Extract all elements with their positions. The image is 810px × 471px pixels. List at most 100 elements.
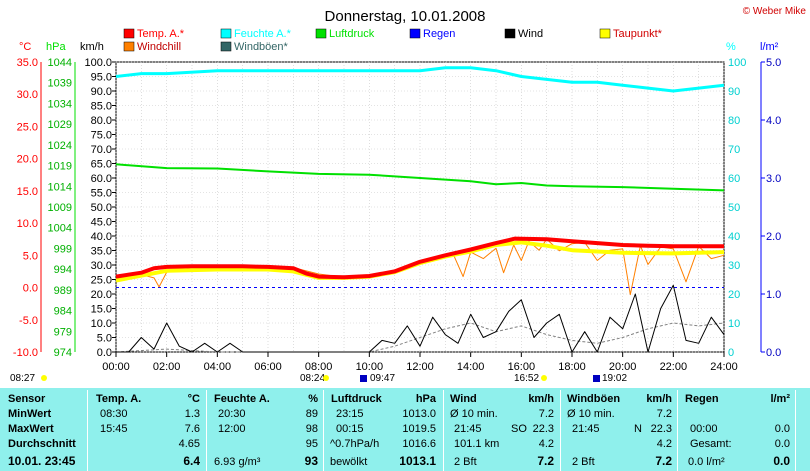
wind-tick-label: 60.0 — [91, 173, 112, 185]
wind-tick-label: 90.0 — [91, 86, 112, 98]
row-avg-label: Durchschnitt — [8, 438, 76, 450]
row-max-temp-time: 15:45 — [100, 423, 128, 435]
time-marker-label: 16:52 — [514, 373, 539, 384]
legend-swatch-rain — [409, 28, 421, 39]
row-max-gust: 22.3 — [650, 423, 672, 435]
wind-tick-label: 5.0 — [97, 333, 112, 345]
wind-tick-label: 95.0 — [91, 72, 112, 84]
moonset-icon — [593, 375, 600, 382]
temp-tick-label: 0.0 — [23, 283, 38, 295]
hdr-wind-unit: km/h — [528, 393, 554, 405]
wind-tick-label: 100.0 — [84, 57, 112, 69]
unit-temp: °C — [19, 41, 31, 53]
row-avg-rain-label: Gesamt: — [690, 438, 732, 450]
legend-swatch-temp — [123, 28, 135, 39]
legend-swatch-wind — [504, 28, 516, 39]
legend-label-windchill: Windchill — [137, 41, 181, 53]
rain-tick-label: 3.0 — [766, 173, 781, 185]
row-max-wind: 22.3 — [532, 423, 554, 435]
row-min-label: MinWert — [8, 408, 52, 420]
legend-swatch-humidity — [220, 28, 232, 39]
row-current-wind: 7.2 — [537, 454, 554, 468]
temp-tick-label: 30.0 — [17, 89, 38, 101]
wind-tick-label: 55.0 — [91, 188, 112, 200]
wind-tick-label: 45.0 — [91, 217, 112, 229]
legend-label-temp: Temp. A.* — [137, 28, 185, 40]
pressure-tick-label: 989 — [54, 285, 72, 297]
right-edge-strip — [800, 28, 810, 388]
temp-tick-label: -5.0 — [19, 315, 38, 327]
unit-pressure: hPa — [46, 41, 66, 53]
x-tick-label: 22:00 — [660, 361, 688, 373]
pressure-tick-label: 979 — [54, 326, 72, 338]
temp-tick-label: 20.0 — [17, 154, 38, 166]
row-avg-press: 1016.6 — [402, 438, 436, 450]
x-tick-label: 08:00 — [305, 361, 333, 373]
row-avg-press-trend: ^0.7hPa/h — [330, 438, 380, 450]
row-max-press: 1019.5 — [402, 423, 436, 435]
rain-tick-label: 2.0 — [766, 231, 781, 243]
row-max-wind-dir: SO — [511, 423, 527, 435]
row-min-wind-note: Ø 10 min. — [450, 408, 498, 420]
rain-tick-label: 5.0 — [766, 57, 781, 69]
row-current-gust-bft: 2 Bft — [572, 456, 595, 468]
x-tick-label: 10:00 — [356, 361, 384, 373]
pressure-tick-label: 984 — [54, 306, 72, 318]
row-current-press: 1013.1 — [399, 454, 436, 468]
legend: Temp. A.* Feuchte A.* Luftdruck Regen Wind Ta… — [123, 28, 663, 53]
hdr-gust-unit: km/h — [646, 393, 672, 405]
rain-tick-label: 0.0 — [766, 347, 781, 359]
legend-swatch-windchill — [123, 41, 135, 52]
humidity-tick-label: 100 — [728, 57, 746, 69]
row-min-gust-note: Ø 10 min. — [567, 408, 615, 420]
row-avg-gust: 4.2 — [656, 438, 672, 450]
pressure-tick-label: 1004 — [48, 223, 72, 235]
temp-tick-label: -10.0 — [13, 347, 38, 359]
wind-tick-label: 75.0 — [91, 130, 112, 142]
legend-label-humidity: Feuchte A.* — [234, 28, 292, 40]
hdr-temp: Temp. A. — [96, 393, 142, 405]
row-current-label: 10.01. 23:45 — [8, 454, 76, 468]
legend-label-dewpoint: Taupunkt* — [613, 28, 663, 40]
row-current-hum: 93 — [304, 454, 318, 468]
row-max-rain-time: 00:00 — [690, 423, 718, 435]
axes: °C hPa km/h% l/m² 35.0 30.0 25.0 20.0 15.0 10.0 5.… — [13, 41, 781, 373]
humidity-tick-label: 10 — [728, 318, 740, 330]
legend-label-wind: Wind — [518, 28, 543, 40]
row-max-label: MaxWert — [8, 423, 54, 435]
row-current-press-state: bewölkt — [330, 456, 368, 468]
row-min-gust: 7.2 — [656, 408, 672, 420]
x-tick-label: 18:00 — [558, 361, 586, 373]
row-current-hum-abs: 6.93 g/m³ — [214, 456, 261, 468]
sunrise-icon — [41, 375, 47, 381]
legend-label-pressure: Luftdruck — [329, 28, 375, 40]
sun-icon — [323, 375, 329, 381]
pressure-tick-label: 1044 — [48, 57, 72, 69]
row-min-hum-time: 20:30 — [218, 408, 246, 420]
x-tick-label: 14:00 — [457, 361, 485, 373]
x-tick-label: 16:00 — [508, 361, 536, 373]
legend-label-rain: Regen — [423, 28, 455, 40]
row-max-wind-note: 21:45 — [454, 423, 482, 435]
temp-tick-label: 35.0 — [17, 57, 38, 69]
x-tick-label: 20:00 — [609, 361, 637, 373]
wind-tick-label: 20.0 — [91, 289, 112, 301]
unit-wind: km/h — [80, 41, 104, 53]
row-current-rain-total: 0.0 l/m² — [688, 456, 725, 468]
temp-tick-label: 10.0 — [17, 218, 38, 230]
hdr-gust: Windböen — [567, 393, 621, 405]
weather-chart: Donnerstag, 10.01.2008 © Weber Mike Temp… — [10, 6, 810, 388]
row-max-press-time: 00:15 — [336, 423, 364, 435]
unit-rain: l/m² — [760, 41, 779, 53]
wind-tick-label: 50.0 — [91, 202, 112, 214]
wind-tick-label: 70.0 — [91, 144, 112, 156]
wind-tick-label: 85.0 — [91, 101, 112, 113]
humidity-tick-label: 90 — [728, 86, 740, 98]
temp-tick-label: 15.0 — [17, 186, 38, 198]
moon-icon — [360, 375, 367, 382]
hdr-humidity: Feuchte A. — [214, 393, 270, 405]
pressure-tick-label: 1024 — [48, 140, 72, 152]
x-tick-label: 06:00 — [254, 361, 282, 373]
humidity-tick-label: 30 — [728, 260, 740, 272]
wind-tick-label: 35.0 — [91, 246, 112, 258]
